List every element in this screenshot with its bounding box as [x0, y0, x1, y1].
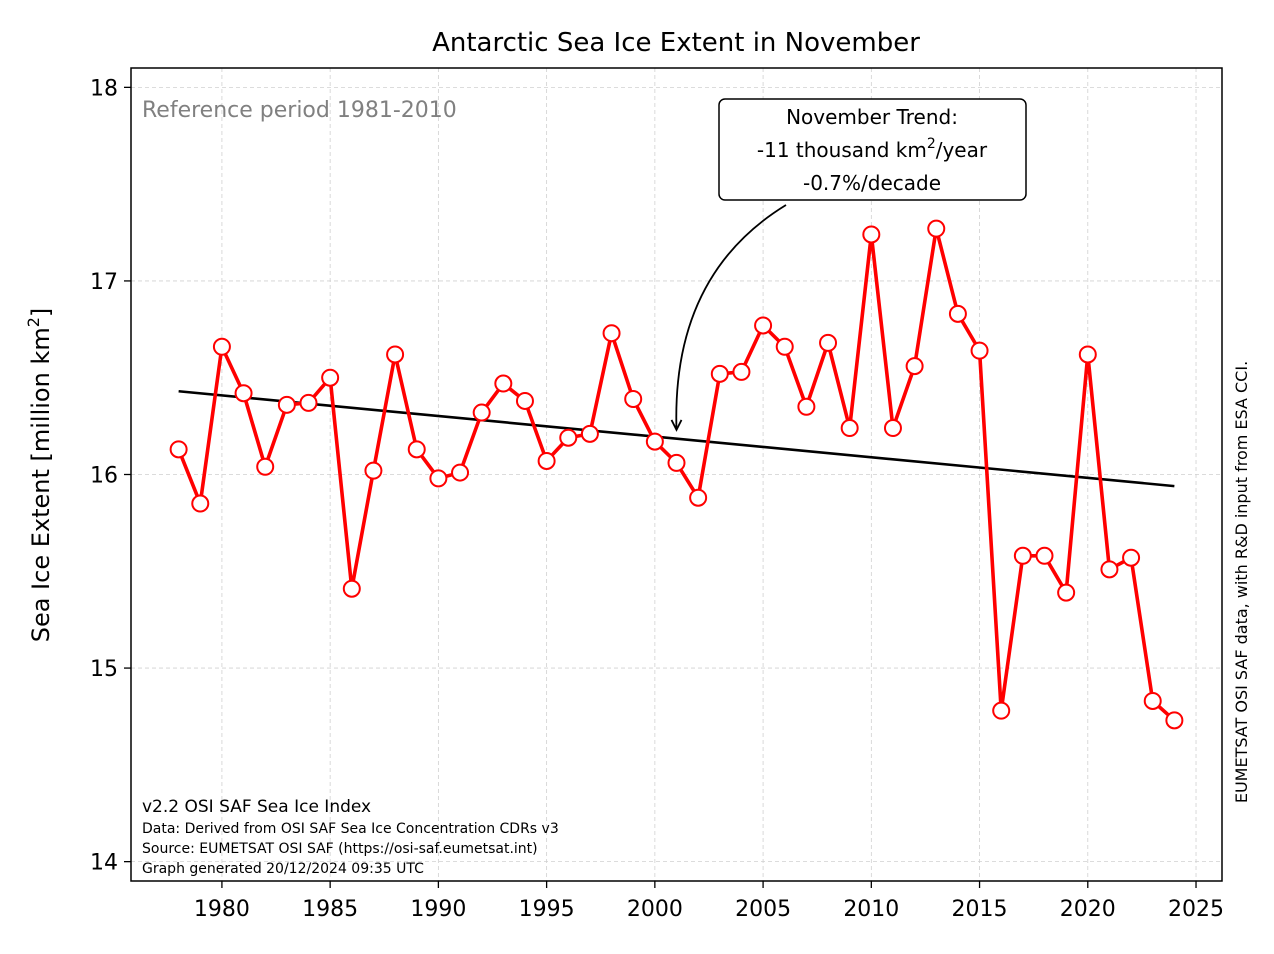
y-axis-label-tail: ] — [27, 308, 55, 317]
x-tick-label: 2015 — [952, 897, 1008, 922]
data-point — [515, 391, 534, 410]
data-point — [992, 701, 1011, 720]
data-point — [797, 397, 816, 416]
data-point — [277, 395, 296, 414]
data-point — [169, 440, 188, 459]
y-axis: 14 15 16 17 18 — [90, 76, 131, 876]
data-point — [927, 219, 946, 238]
annotation-line-2-tail: /year — [936, 138, 988, 162]
y-tick-label: 18 — [90, 76, 118, 101]
data-point — [1035, 546, 1054, 565]
reference-period-text: Reference period 1981-2010 — [142, 98, 457, 123]
y-tick-label: 15 — [90, 657, 118, 682]
chart-title: Antarctic Sea Ice Extent in November — [432, 28, 920, 58]
y-tick-label: 17 — [90, 270, 118, 295]
data-point — [299, 393, 318, 412]
data-point — [256, 457, 275, 476]
y-axis-label-sup: 2 — [24, 317, 43, 327]
data-point — [342, 579, 361, 598]
data-point — [819, 333, 838, 352]
footer-line-4: Graph generated 20/12/2024 09:35 UTC — [142, 861, 424, 877]
data-point — [1165, 711, 1184, 730]
y-axis-label-main: Sea Ice Extent [million km — [27, 327, 55, 642]
data-point — [494, 374, 513, 393]
x-tick-label: 2010 — [843, 897, 899, 922]
data-point — [667, 453, 686, 472]
data-point — [602, 324, 621, 343]
data-point — [386, 345, 405, 364]
annotation-arrowhead — [670, 419, 683, 432]
annotation-line-2-main: -11 thousand km — [757, 138, 927, 162]
data-point — [1143, 691, 1162, 710]
x-tick-label: 2000 — [627, 897, 683, 922]
x-tick-label: 1985 — [302, 897, 358, 922]
annotation-box — [718, 98, 1027, 201]
data-point — [559, 428, 578, 447]
data-point — [862, 225, 881, 244]
data-point — [883, 419, 902, 438]
data-point — [732, 362, 751, 381]
data-point — [645, 432, 664, 451]
x-tick-label: 2020 — [1060, 897, 1116, 922]
data-point — [580, 424, 599, 443]
data-point — [1013, 546, 1032, 565]
footer-line-3: Source: EUMETSAT OSI SAF (https://osi-sa… — [142, 841, 538, 857]
x-tick-label: 1980 — [194, 897, 250, 922]
data-point — [970, 341, 989, 360]
data-point — [191, 494, 210, 513]
x-axis: 1980 1985 1990 1995 2000 2005 2010 2015 2020 2025 — [194, 881, 1224, 922]
data-point — [364, 461, 383, 480]
annotation-line-1: November Trend: — [786, 105, 958, 129]
data-point — [212, 337, 231, 356]
data-point — [1078, 345, 1097, 364]
x-tick-label: 1995 — [519, 897, 575, 922]
data-point — [537, 451, 556, 470]
data-point — [624, 390, 643, 409]
grid — [131, 68, 1222, 881]
data-point — [407, 440, 426, 459]
data-point — [1122, 548, 1141, 567]
y-tick-label: 16 — [90, 464, 118, 489]
side-credit-text: EUMETSAT OSI SAF data, with R&D input fr… — [1232, 361, 1251, 803]
data-point — [321, 368, 340, 387]
x-tick-label: 2025 — [1168, 897, 1224, 922]
data-point — [472, 403, 491, 422]
data-point — [840, 419, 859, 438]
x-tick-label: 1990 — [410, 897, 466, 922]
data-point — [1100, 560, 1119, 579]
x-tick-label: 2005 — [735, 897, 791, 922]
annotation-line-3: -0.7%/decade — [803, 171, 941, 195]
annotation-arrow — [675, 204, 787, 430]
footer-line-2: Data: Derived from OSI SAF Sea Ice Conce… — [142, 821, 559, 837]
series-layer — [169, 219, 1184, 730]
data-point — [689, 488, 708, 507]
data-point — [234, 384, 253, 403]
footer-credits: v2.2 OSI SAF Sea Ice Index Data: Derived… — [142, 797, 559, 877]
trend-layer — [178, 389, 1175, 488]
trend-annotation: November Trend: -11 thousand km2/year -0… — [670, 98, 1027, 432]
y-tick-label: 14 — [90, 851, 118, 876]
data-point — [1057, 583, 1076, 602]
trend-line — [178, 389, 1175, 488]
data-point — [754, 316, 773, 335]
data-point — [905, 357, 924, 376]
y-axis-label: Sea Ice Extent [million km2] — [24, 308, 55, 643]
data-point — [948, 304, 967, 323]
data-point — [451, 463, 470, 482]
data-point — [710, 364, 729, 383]
annotation-line-2: -11 thousand km2/year — [757, 136, 988, 162]
annotation-line-2-sup: 2 — [927, 136, 936, 152]
footer-line-1: v2.2 OSI SAF Sea Ice Index — [142, 797, 371, 817]
data-point — [775, 337, 794, 356]
data-point — [429, 469, 448, 488]
